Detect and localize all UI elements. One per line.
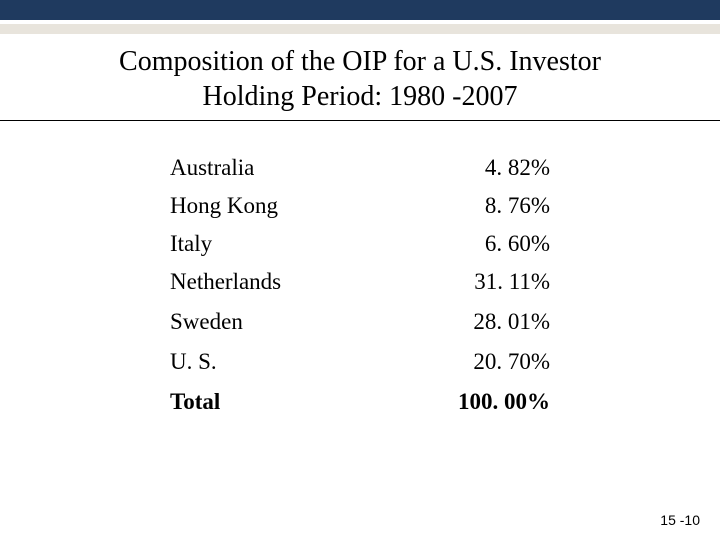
country-value: 6. 60% <box>430 231 550 257</box>
composition-table: Australia 4. 82% Hong Kong 8. 76% Italy … <box>170 155 550 429</box>
country-value: 28. 01% <box>430 309 550 335</box>
country-value: 31. 11% <box>430 269 550 295</box>
table-row: Hong Kong 8. 76% <box>170 193 550 219</box>
title-line-1: Composition of the OIP for a U.S. Invest… <box>30 44 690 79</box>
table-row: Sweden 28. 01% <box>170 309 550 335</box>
country-value: 8. 76% <box>430 193 550 219</box>
slide-title: Composition of the OIP for a U.S. Invest… <box>0 44 720 114</box>
country-label: Netherlands <box>170 269 281 295</box>
country-label: Australia <box>170 155 254 181</box>
country-label: Italy <box>170 231 212 257</box>
header-banner <box>0 0 720 34</box>
country-label: Hong Kong <box>170 193 278 219</box>
country-value: 20. 70% <box>430 349 550 375</box>
country-label: U. S. <box>170 349 217 375</box>
title-line-2: Holding Period: 1980 -2007 <box>30 79 690 114</box>
total-value: 100. 00% <box>430 389 550 415</box>
country-value: 4. 82% <box>430 155 550 181</box>
title-underline <box>0 120 720 121</box>
banner-dark-stripe <box>0 0 720 20</box>
table-row: Italy 6. 60% <box>170 231 550 257</box>
table-row: U. S. 20. 70% <box>170 349 550 375</box>
total-label: Total <box>170 389 220 415</box>
table-row-total: Total 100. 00% <box>170 389 550 415</box>
country-label: Sweden <box>170 309 243 335</box>
table-row: Australia 4. 82% <box>170 155 550 181</box>
table-row: Netherlands 31. 11% <box>170 269 550 295</box>
page-number: 15 -10 <box>660 512 700 528</box>
banner-light-stripe <box>0 24 720 34</box>
